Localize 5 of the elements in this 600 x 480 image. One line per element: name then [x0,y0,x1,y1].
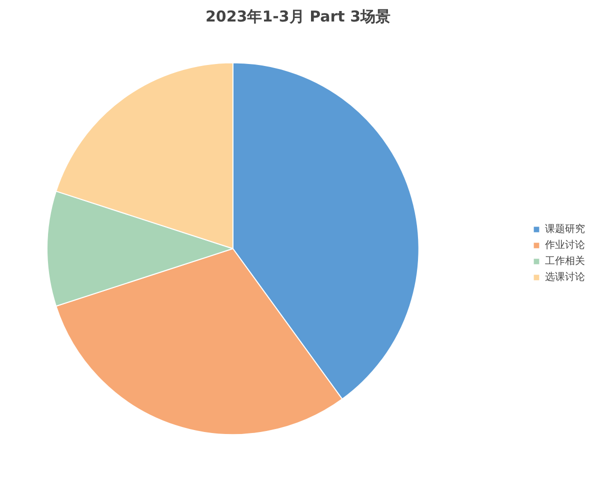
legend-label: 选课讨论 [545,270,585,284]
legend-label: 课题研究 [545,222,585,236]
chart-title: 2023年1-3月 Part 3场景 [205,8,391,26]
legend-label: 工作相关 [545,254,585,268]
legend-label: 作业讨论 [545,238,585,252]
